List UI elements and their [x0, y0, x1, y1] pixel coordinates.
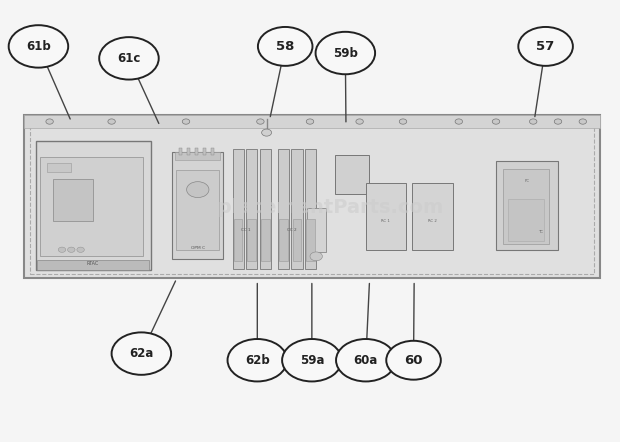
Text: PC: PC	[525, 179, 529, 183]
Bar	[260, 149, 271, 269]
Circle shape	[262, 129, 272, 136]
Text: 57: 57	[536, 40, 555, 53]
Bar	[412, 183, 453, 250]
Circle shape	[306, 119, 314, 124]
Bar	[247, 219, 256, 261]
Circle shape	[529, 119, 537, 124]
Bar	[278, 149, 289, 269]
Bar	[172, 152, 223, 259]
Bar	[366, 183, 406, 250]
Text: 59b: 59b	[333, 46, 358, 60]
Circle shape	[58, 247, 66, 252]
Bar	[305, 149, 316, 269]
Circle shape	[579, 119, 587, 124]
Text: 61c: 61c	[117, 52, 141, 65]
Bar	[234, 219, 242, 261]
Circle shape	[68, 247, 75, 252]
Circle shape	[112, 332, 171, 375]
Circle shape	[282, 339, 342, 381]
Text: eReplacementParts.com: eReplacementParts.com	[176, 198, 444, 217]
Bar	[508, 199, 544, 241]
Bar	[335, 155, 369, 194]
Bar	[279, 219, 288, 261]
Text: RC 1: RC 1	[381, 219, 390, 223]
Circle shape	[46, 119, 53, 124]
Text: CC 1: CC 1	[241, 228, 251, 232]
Bar	[496, 161, 558, 250]
Circle shape	[399, 119, 407, 124]
Text: CC 2: CC 2	[286, 228, 296, 232]
Bar	[293, 219, 301, 261]
Circle shape	[187, 182, 209, 198]
Bar	[195, 148, 198, 155]
Circle shape	[554, 119, 562, 124]
Circle shape	[108, 119, 115, 124]
Text: 60a: 60a	[353, 354, 378, 367]
Bar	[53, 179, 93, 221]
Bar	[46, 163, 71, 172]
Bar	[306, 219, 315, 261]
Text: 62a: 62a	[129, 347, 154, 360]
Text: 61b: 61b	[26, 40, 51, 53]
Circle shape	[182, 119, 190, 124]
Circle shape	[316, 32, 375, 74]
Text: RTAC: RTAC	[87, 261, 99, 266]
Bar	[36, 141, 151, 270]
Text: 60: 60	[404, 354, 423, 367]
Text: RC 2: RC 2	[428, 219, 436, 223]
Bar	[37, 260, 149, 270]
Text: OPM C: OPM C	[191, 245, 205, 250]
Bar	[261, 219, 270, 261]
Bar	[176, 170, 219, 250]
Circle shape	[356, 119, 363, 124]
Circle shape	[336, 339, 396, 381]
Circle shape	[518, 27, 573, 66]
Bar	[232, 149, 244, 269]
Bar	[187, 148, 190, 155]
Circle shape	[77, 247, 84, 252]
Bar	[40, 157, 143, 256]
Bar	[503, 169, 549, 244]
Bar	[175, 152, 220, 160]
Circle shape	[258, 27, 312, 66]
Bar	[24, 115, 600, 278]
Circle shape	[455, 119, 463, 124]
Text: TC: TC	[538, 230, 543, 234]
Circle shape	[257, 119, 264, 124]
Bar	[246, 149, 257, 269]
Circle shape	[492, 119, 500, 124]
Bar	[291, 149, 303, 269]
Bar	[24, 115, 600, 128]
Circle shape	[99, 37, 159, 80]
Circle shape	[228, 339, 287, 381]
Bar	[211, 148, 214, 155]
Bar	[179, 148, 182, 155]
Bar	[30, 119, 594, 274]
Circle shape	[386, 341, 441, 380]
Circle shape	[9, 25, 68, 68]
Text: 62b: 62b	[245, 354, 270, 367]
Text: 58: 58	[276, 40, 294, 53]
Circle shape	[310, 252, 322, 261]
Bar	[307, 208, 326, 252]
Bar	[203, 148, 206, 155]
Text: 59a: 59a	[299, 354, 324, 367]
